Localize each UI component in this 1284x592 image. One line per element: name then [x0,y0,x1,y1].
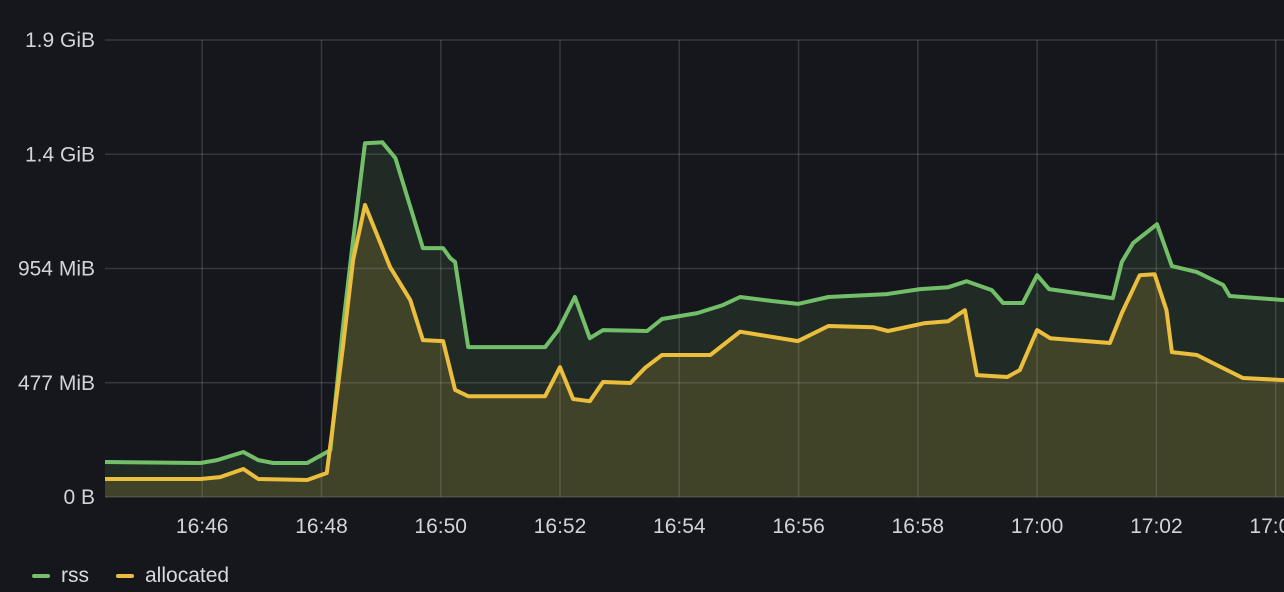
y-tick-label: 1.9 GiB [25,29,95,52]
series-allocated-line [105,203,1284,482]
legend-label-allocated: allocated [145,564,230,587]
legend-item-rss[interactable]: rss [32,561,89,591]
x-tick-label: 17:00 [1011,515,1064,538]
x-tick-label: 16:46 [176,515,229,538]
legend-label-rss: rss [61,564,89,587]
x-tick-label: 16:56 [772,515,825,538]
series-rss-area [105,142,1284,498]
y-tick-label: 477 MiB [18,372,95,395]
x-tick-label: 17:02 [1130,515,1183,538]
legend: rss allocated [32,561,229,591]
legend-item-allocated[interactable]: allocated [116,561,229,591]
y-tick-label: 954 MiB [18,258,95,281]
y-tick-label: 0 B [63,486,95,509]
x-tick-label: 16:48 [295,515,348,538]
legend-swatch-allocated-icon [116,574,134,578]
legend-swatch-rss-icon [32,574,50,578]
x-tick-label: 16:52 [534,515,587,538]
x-tick-label: 16:58 [892,515,945,538]
x-tick-label: 16:54 [653,515,706,538]
series-rss-line [104,140,1284,465]
x-tick-label: 17:04 [1249,515,1284,538]
y-tick-label: 1.4 GiB [25,143,95,166]
x-tick-label: 16:50 [414,515,467,538]
series-allocated-area [105,205,1284,497]
